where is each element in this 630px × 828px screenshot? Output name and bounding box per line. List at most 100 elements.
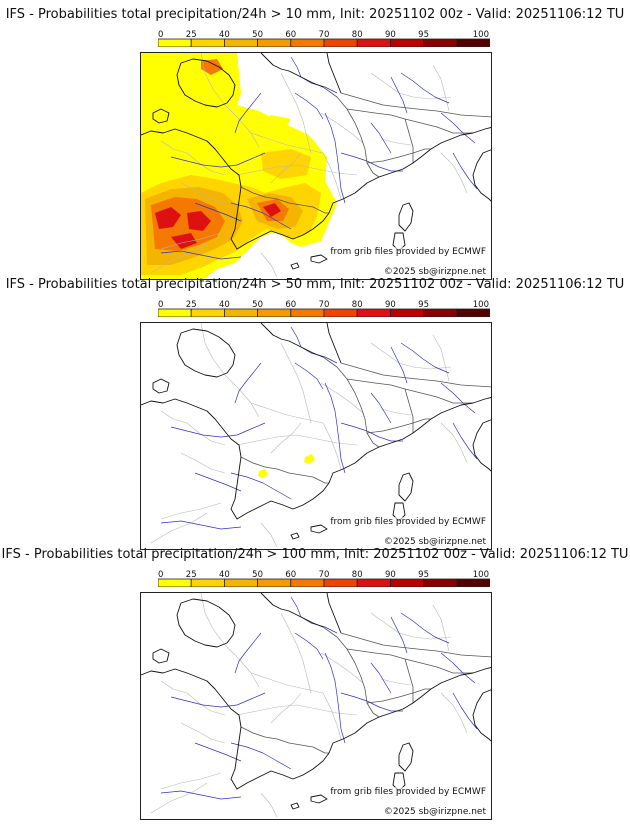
colorbar-tick-label: 50 [252,300,263,310]
colorbar-swatch [356,38,391,47]
source-credit: from grib files provided by ECMWF [329,787,487,797]
admin-boundary [432,604,450,652]
river [390,76,408,114]
country-border [404,388,414,433]
river [340,152,403,172]
admin-boundary [370,342,452,370]
coastline [260,593,324,628]
country-border [240,186,329,214]
colorbar-tick-label: 95 [418,300,429,310]
colorbar-tick-label: 40 [219,570,230,580]
basemap [141,53,491,278]
admin-boundary [160,502,222,520]
coastline [472,419,491,472]
coastline [310,794,328,804]
coastline [260,323,324,358]
country-border [322,356,380,448]
copyright-credit: ©2025 sb@irizpne.net [382,807,487,817]
river [324,112,346,204]
country-border [404,658,414,703]
admin-boundary [200,323,260,418]
coastline [326,593,342,634]
river [324,652,346,744]
admin-boundary [150,512,208,544]
admin-boundary [380,678,412,686]
prob-area-10b [237,115,291,143]
river [230,202,292,230]
admin-boundary [370,612,452,640]
river [370,662,392,694]
coastline [176,58,236,108]
country-border [340,92,491,118]
admin-boundary [150,242,208,274]
coastline [290,532,300,540]
admin-boundary [380,408,412,416]
colorbar-swatch [323,308,358,317]
colorbar-tick-label: 25 [186,30,197,40]
coastline [326,53,342,94]
map-canvas [141,593,491,818]
basemap [141,323,491,548]
colorbar-swatch [356,308,391,317]
colorbar-swatch [389,308,424,317]
country-border [340,362,491,388]
colorbar-swatch [257,308,292,317]
colorbar: 10 25 40 50 60 70 80 90 95 100 [158,30,490,47]
admin-boundary [250,672,324,694]
river [294,362,324,390]
prob-area-80c [171,233,197,249]
colorbar-tick-label: 90 [385,300,396,310]
colorbar-tick-label: 80 [352,300,363,310]
admin-boundary [270,692,302,724]
basemap [141,593,491,818]
probability-map: from grib files provided by ECMWF ©2025 … [140,52,492,280]
admin-boundary [250,132,324,154]
river [452,152,478,190]
colorbar-tick-label: 60 [285,300,296,310]
coastline [141,397,491,520]
colorbar-swatch [456,38,490,47]
colorbar-swatch [290,308,325,317]
admin-boundary [432,334,450,382]
prob-area-60c [201,59,223,75]
admin-boundary [322,422,342,470]
colorbar-swatch [290,578,325,587]
admin-boundary [200,593,260,688]
coastline [472,689,491,742]
colorbar-tick-label: 90 [385,30,396,40]
admin-boundary [150,782,208,814]
admin-boundary [320,112,364,144]
admin-boundary [322,152,342,200]
river [340,422,403,442]
colorbar-tick-label: 70 [319,300,330,310]
river [294,632,324,660]
coastline [472,149,491,202]
river [234,362,262,404]
admin-boundary [260,792,278,818]
colorbar-swatch [158,578,192,587]
country-border [240,456,329,484]
river [452,692,478,730]
admin-boundary [280,612,312,694]
copyright-credit: ©2025 sb@irizpne.net [382,537,487,547]
coastline [141,667,491,790]
admin-boundary [440,692,468,734]
colorbar-swatch [158,38,192,47]
colorbar-swatch [190,38,225,47]
colorbar-tick-label: 10 [158,300,163,310]
river [234,92,262,134]
colorbar-tick-label: 100 [473,570,489,580]
colorbar-swatch [389,578,424,587]
country-border [366,418,431,434]
admin-boundary [180,722,226,744]
panel-title: IFS - Probabilities total precipitation/… [5,7,625,22]
admin-boundary [320,652,364,684]
prob-area-80b [187,211,211,231]
colorbar-tick-label: 60 [285,30,296,40]
coastline [152,378,170,394]
colorbar-tick-label: 100 [473,300,489,310]
colorbar-swatch [423,578,458,587]
country-border [322,626,380,718]
colorbar-swatch [423,38,458,47]
colorbar-tick-label: 70 [319,30,330,40]
